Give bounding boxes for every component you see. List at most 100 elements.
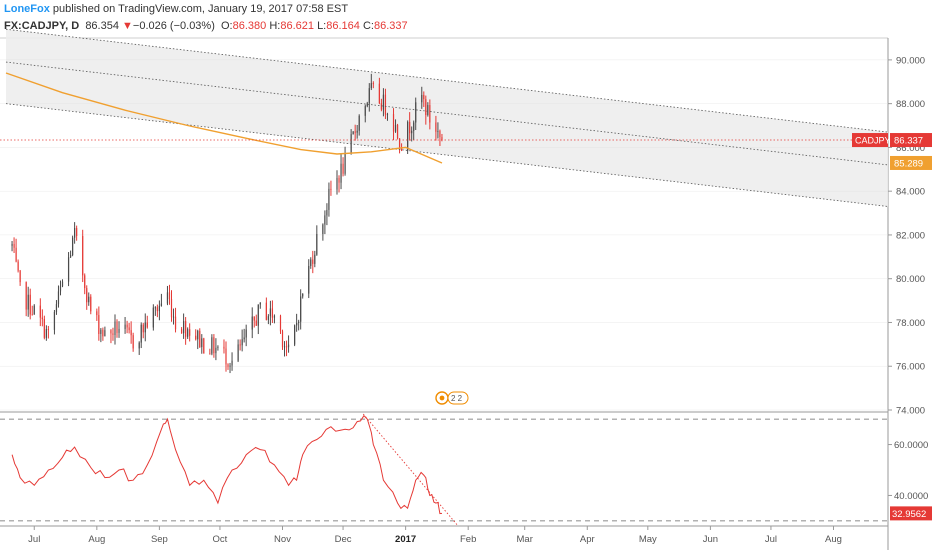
candle-down <box>225 341 227 372</box>
candle-down <box>380 98 383 112</box>
candle-down <box>96 308 98 321</box>
candle-down <box>271 300 274 324</box>
candle-body <box>114 321 116 335</box>
candle-body <box>421 94 423 103</box>
symbol-tag-label: CADJPY <box>855 136 891 146</box>
candle-down <box>338 175 340 193</box>
time-axis-label: May <box>639 534 657 545</box>
candle-up <box>314 250 316 268</box>
candle-up <box>336 170 338 195</box>
candle-body <box>257 304 259 326</box>
candle-up <box>138 341 140 355</box>
author-link[interactable]: LoneFox <box>4 3 50 15</box>
candle-body <box>13 243 15 248</box>
candle-down <box>174 307 177 333</box>
candle-body <box>128 327 130 331</box>
candle-body <box>112 333 114 335</box>
candle-body <box>166 292 169 304</box>
candle-up <box>415 97 417 130</box>
candle-body <box>31 314 33 316</box>
candle-up <box>257 304 259 335</box>
candle-down <box>213 334 215 358</box>
candle-down <box>239 339 241 351</box>
candle-down <box>15 238 17 263</box>
candle-up <box>344 146 346 176</box>
candle-body <box>281 331 284 347</box>
candle-down <box>84 273 86 295</box>
price-axis-label: 90.000 <box>896 55 925 66</box>
event-marker-icon[interactable]: 2 2 <box>435 391 469 405</box>
price-axis-label: 88.000 <box>896 99 925 110</box>
close-label: C: <box>362 20 374 32</box>
candle-up <box>267 314 269 325</box>
candle-down <box>47 325 49 339</box>
candle-body <box>223 346 225 349</box>
candle-body <box>308 265 310 294</box>
candle-body <box>427 105 429 115</box>
candle-body <box>197 330 199 340</box>
candle-down <box>13 237 15 253</box>
rsi-axis-label: 60.0000 <box>894 440 928 451</box>
symbol-label[interactable]: FX:CADJPY, D <box>4 20 80 32</box>
price-axis-label: 74.000 <box>896 406 925 417</box>
candle-up <box>366 101 368 108</box>
candle-body <box>358 115 360 131</box>
candle-down <box>281 329 284 350</box>
candle-body <box>241 339 243 346</box>
time-axis-label: Aug <box>88 534 105 545</box>
candle-body <box>98 315 100 334</box>
candle-up <box>421 86 423 109</box>
candle-up <box>154 306 156 316</box>
candle-body <box>407 121 409 151</box>
candle-up <box>55 300 58 315</box>
candle-body <box>429 105 431 123</box>
candle-down <box>146 315 148 329</box>
candle-down <box>116 319 118 338</box>
candle-body <box>154 307 156 309</box>
candle-up <box>300 289 302 330</box>
candle-body <box>441 137 443 141</box>
candle-body <box>76 228 78 237</box>
candle-down <box>439 129 441 146</box>
candle-up <box>358 114 360 136</box>
time-axis-label: Jun <box>703 534 718 545</box>
candle-down <box>82 229 84 283</box>
candle-up <box>269 300 272 326</box>
candle-body <box>314 254 316 264</box>
time-axis-label: Jul <box>765 534 777 545</box>
candle-up <box>45 325 47 341</box>
candle-down <box>195 329 197 341</box>
candle-body <box>116 321 118 333</box>
candle-up <box>427 102 429 117</box>
candle-up <box>356 125 358 139</box>
time-axis-label: Mar <box>517 534 533 545</box>
candle-down <box>409 112 411 141</box>
candle-body <box>53 311 56 330</box>
candle-up <box>324 210 326 235</box>
candle-body <box>156 307 158 312</box>
candle-body <box>158 305 160 312</box>
candle-down <box>102 327 104 341</box>
candle-up <box>187 327 189 339</box>
candle-body <box>300 296 302 322</box>
candle-down <box>435 115 437 141</box>
candle-body <box>271 308 274 318</box>
candle-down <box>128 322 130 334</box>
candle-up <box>183 313 185 339</box>
candle-body <box>368 88 370 104</box>
candle-up <box>322 223 324 241</box>
price-axis-label: 86.000 <box>896 143 925 154</box>
candle-body <box>55 304 58 312</box>
candle-body <box>124 324 126 329</box>
candle-up <box>364 104 366 123</box>
candle-body <box>67 257 70 282</box>
channel-lower-line <box>5 103 889 207</box>
candle-up <box>11 241 13 252</box>
candle-down <box>209 348 211 355</box>
candle-up <box>241 329 243 352</box>
candle-body <box>172 316 175 318</box>
candle-body <box>285 346 288 348</box>
candle-up <box>394 119 397 133</box>
candle-down <box>43 315 45 340</box>
candle-up <box>243 328 245 343</box>
